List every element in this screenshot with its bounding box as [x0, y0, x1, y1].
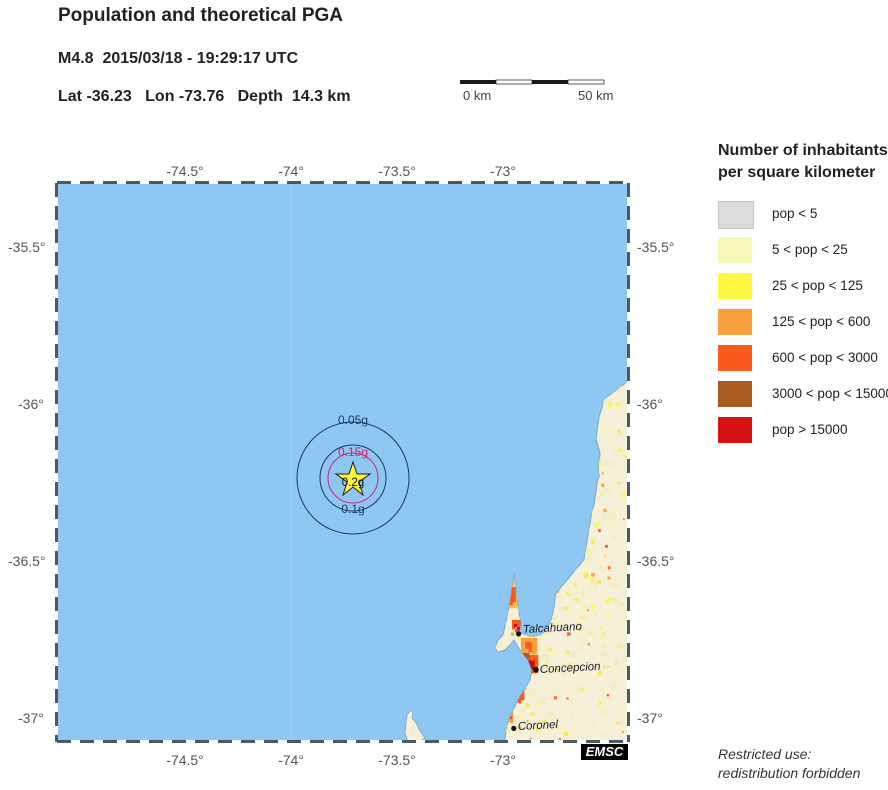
- svg-text:0.05g: 0.05g: [338, 413, 368, 427]
- svg-text:Coronel: Coronel: [518, 719, 559, 733]
- svg-text:0.15g: 0.15g: [338, 445, 368, 459]
- svg-text:0.2g: 0.2g: [342, 477, 364, 489]
- svg-text:0.1g: 0.1g: [341, 502, 364, 516]
